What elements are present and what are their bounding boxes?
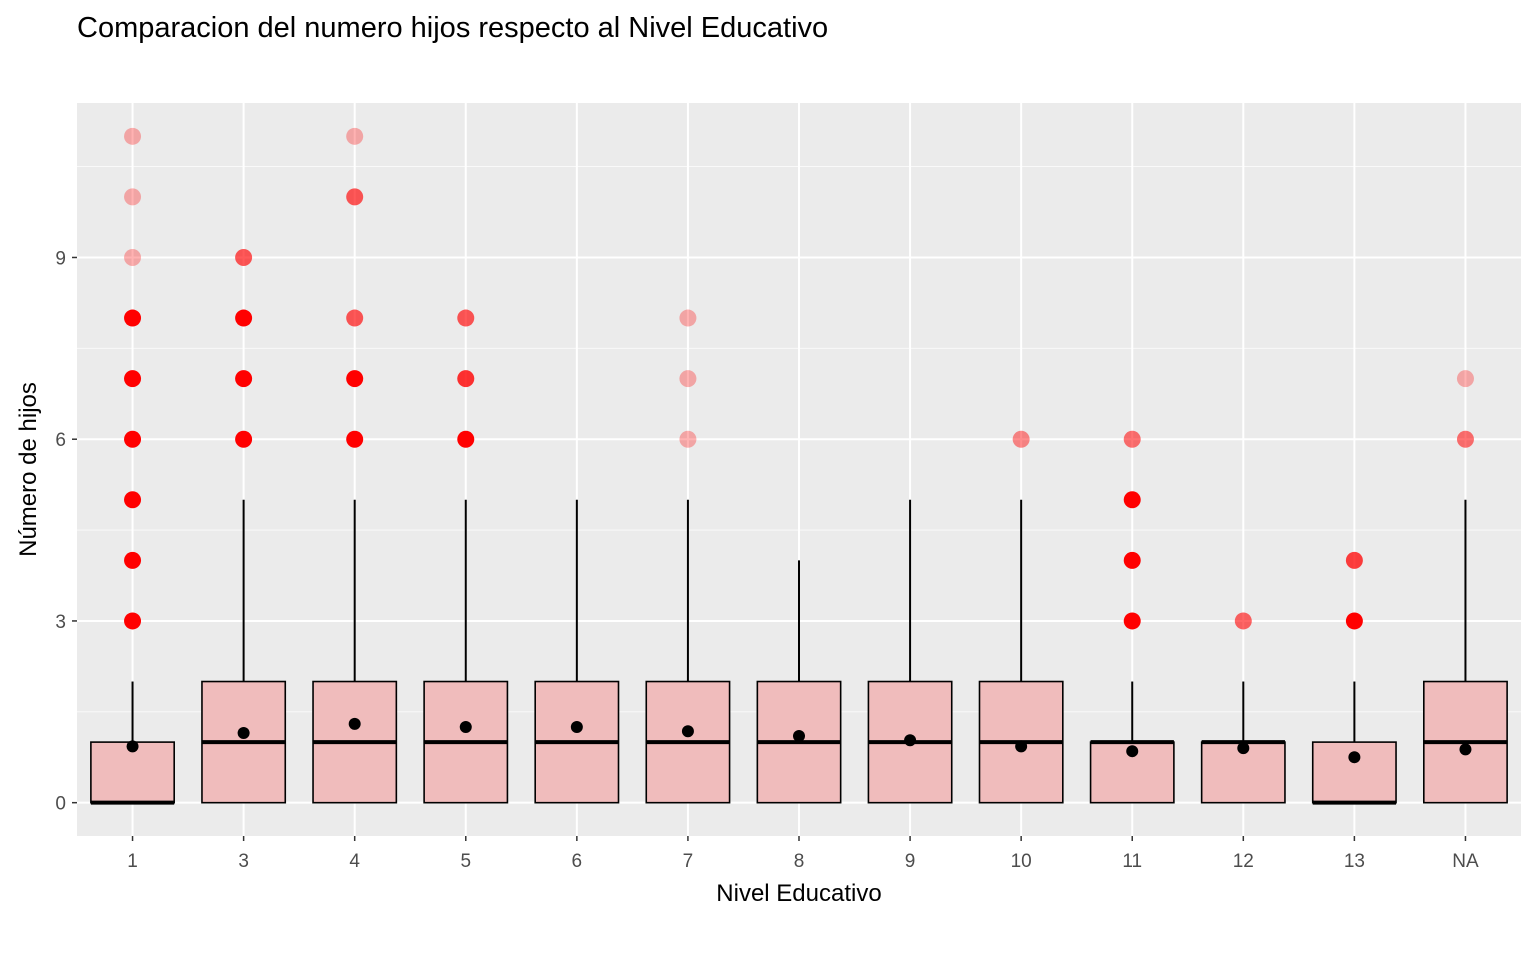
box-group-1 [90,127,175,805]
outlier-point [235,370,253,388]
outlier-point [1123,491,1141,509]
box-group-3 [201,248,287,804]
outlier-point [124,370,142,388]
mean-point [1348,751,1361,764]
mean-point [459,720,472,733]
box-group-4 [312,127,398,804]
outlier-point [124,430,142,448]
outlier-point [124,551,142,569]
outlier-point [235,248,253,266]
outlier-point [1345,612,1363,630]
x-axis-title: Nivel Educativo [716,880,881,907]
outlier-point [457,430,475,448]
outlier-point [346,309,364,327]
outlier-point [346,430,364,448]
box-layer [90,127,1508,805]
mean-point [1459,743,1472,756]
outlier-point [235,309,253,327]
mean-point [126,740,139,753]
outlier-point [124,491,142,509]
x-tick-label: 11 [1122,851,1142,872]
outlier-point [457,309,475,327]
mean-point [1015,740,1028,753]
x-tick-label: 1 [127,851,138,872]
outlier-point [346,188,364,206]
outlier-point [679,370,697,388]
outlier-point [124,248,142,266]
mean-point [570,720,583,733]
outlier-point [1456,370,1474,388]
x-tick-label: 4 [349,851,360,872]
outlier-point [1345,551,1363,569]
outlier-point [124,188,142,206]
x-tick-label: 3 [238,851,249,872]
box-iqr [1200,741,1286,804]
outlier-point [124,612,142,630]
outlier-point [679,309,697,327]
mean-point [348,717,361,730]
y-axis-title: Número de hijos [15,382,42,557]
x-tick-label: 7 [683,851,694,872]
mean-point [237,727,250,740]
outlier-point [235,430,253,448]
y-tick-label: 0 [55,794,66,815]
outlier-point [1012,430,1030,448]
mean-point [1237,742,1250,755]
box-group-13 [1311,551,1397,805]
outlier-point [679,430,697,448]
mean-point [681,725,694,738]
box-group-NA [1423,370,1508,804]
box-group-9 [867,499,953,804]
outlier-point [346,127,364,145]
outlier-point [1123,430,1141,448]
outlier-point [1456,430,1474,448]
x-tick-label: 13 [1344,851,1365,872]
x-tick-label: 6 [572,851,583,872]
x-tick-label: 8 [794,851,805,872]
x-tick-label: 9 [905,851,916,872]
outlier-point [124,127,142,145]
box-group-7 [645,309,731,804]
x-tick-label: NA [1452,851,1479,872]
box-group-11 [1089,430,1175,804]
box-iqr [1311,741,1397,804]
x-tick-label: 12 [1233,851,1254,872]
outlier-point [346,370,364,388]
y-tick-label: 3 [55,612,66,633]
box-group-5 [423,309,509,804]
y-tick-label: 6 [55,430,66,451]
box-group-10 [978,430,1064,804]
box-group-12 [1200,612,1286,804]
x-tick-label: 10 [1011,851,1032,872]
outlier-point [1123,612,1141,630]
box-group-6 [534,499,620,804]
outlier-point [124,309,142,327]
box-group-8 [756,560,842,804]
outlier-point [1123,551,1141,569]
chart-title: Comparacion del numero hijos respecto al… [77,12,829,44]
y-tick-label: 9 [55,248,66,269]
outlier-point [1234,612,1252,630]
outlier-point [457,370,475,388]
mean-point [904,734,917,747]
mean-point [1126,745,1139,758]
x-tick-label: 5 [460,851,471,872]
mean-point [793,730,805,743]
